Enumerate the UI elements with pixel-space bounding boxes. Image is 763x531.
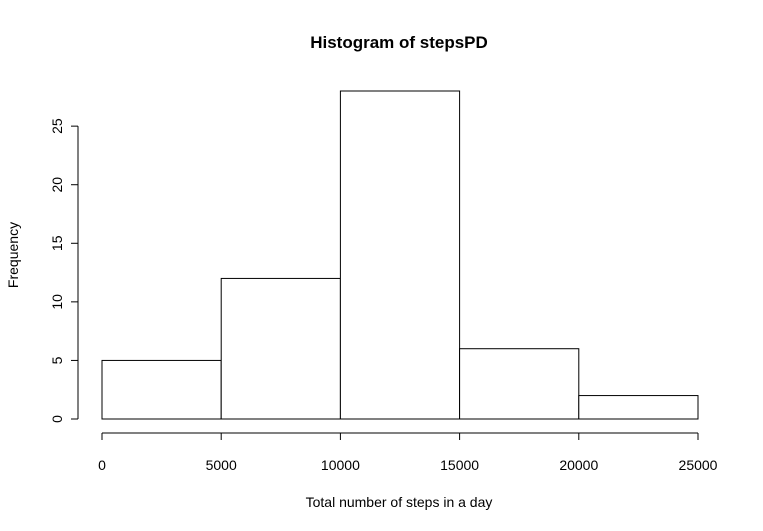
chart-title: Histogram of stepsPD: [310, 33, 488, 52]
y-tick-label: 5: [49, 356, 65, 364]
y-tick-label: 20: [49, 177, 65, 193]
y-tick-label: 10: [49, 294, 65, 310]
x-tick-label: 15000: [440, 457, 479, 473]
y-tick-label: 25: [49, 118, 65, 134]
y-tick-label: 15: [49, 235, 65, 251]
y-axis: 0 5 10 15 20 25: [49, 118, 79, 423]
x-tick-label: 5000: [206, 457, 237, 473]
histogram-bars: [101, 90, 699, 420]
histogram-bar-2: [220, 277, 341, 420]
histogram-bar-5: [578, 395, 699, 420]
x-tick-label: 20000: [559, 457, 598, 473]
x-axis: 0 5000 10000 15000 20000 25000: [98, 432, 718, 473]
histogram-bar-1: [101, 359, 222, 420]
y-axis-label: Frequency: [5, 222, 21, 288]
x-tick-label: 0: [98, 457, 106, 473]
histogram-bar-4: [459, 348, 580, 420]
y-tick-label: 0: [49, 415, 65, 423]
x-tick-label: 10000: [321, 457, 360, 473]
histogram-bar-3: [339, 90, 461, 420]
x-axis-label: Total number of steps in a day: [306, 494, 493, 510]
x-tick-label: 25000: [679, 457, 718, 473]
